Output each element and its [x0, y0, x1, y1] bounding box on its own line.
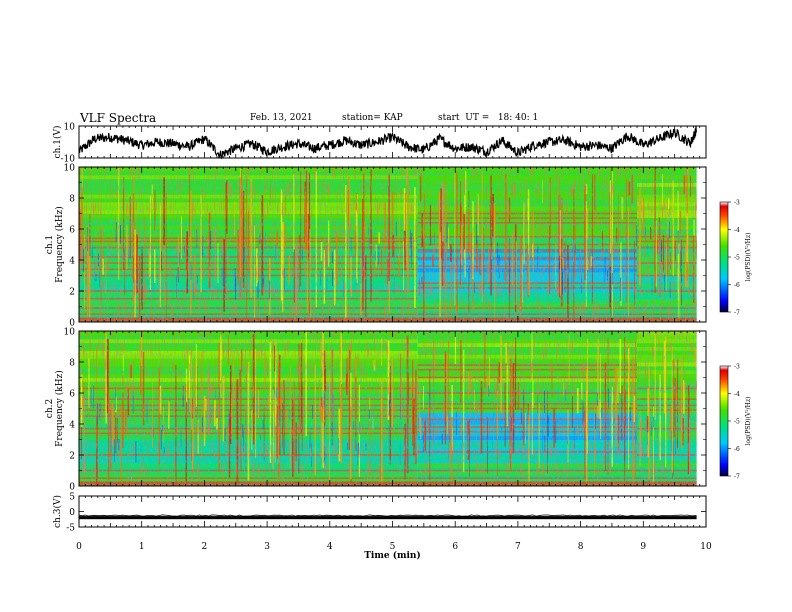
x-tick-label: 2: [202, 542, 208, 552]
y-tick-label: 4: [69, 257, 75, 267]
x-tick-label: 8: [578, 542, 584, 552]
start-time-label: start UT = 18: 40: 1: [438, 113, 539, 123]
y-tick-label: 10: [64, 123, 76, 133]
y-tick-label: 5: [69, 493, 75, 503]
ch1-waveform-line: [78, 126, 697, 160]
chart-title: VLF Spectra: [80, 111, 157, 125]
ch2-colorbar-tick-label: -7: [734, 474, 740, 481]
x-axis-label: Time (min): [364, 550, 421, 561]
ch1-spectrogram-texture-blue: [79, 167, 697, 322]
x-tick-label: 6: [452, 542, 458, 552]
ch3-waveform-line: [78, 514, 697, 517]
ch2-colorbar-label: log(PSD)(V²/Hz): [745, 397, 752, 446]
ch2-colorbar-bar: [719, 365, 729, 477]
y-axis-label: ch.2: [45, 399, 55, 418]
ch1-colorbar-tick-label: -5: [734, 255, 740, 262]
ch2-colorbar-tick-label: -4: [734, 391, 740, 398]
ch1-colorbar-tick-label: -6: [734, 282, 740, 289]
x-tick-label: 7: [515, 542, 521, 552]
x-tick-label: 5: [390, 542, 396, 552]
y-tick-label: 0: [69, 508, 75, 518]
y-tick-label: 4: [69, 421, 75, 431]
ch3-waveform-band: [79, 516, 697, 520]
y-tick-label: -5: [66, 524, 75, 534]
ch2-colorbar-tick-label: -3: [734, 364, 740, 371]
y-axis-label: Frequency (kHz): [54, 370, 65, 447]
x-tick-label: 9: [640, 542, 646, 552]
ch2-colorbar: -3 -4 -5 -6 -7 log(PSD)(V²/Hz): [719, 364, 752, 481]
station-label: station= KAP: [342, 113, 403, 123]
y-tick-label: -10: [61, 155, 76, 165]
y-tick-label: 10: [64, 164, 76, 174]
ch1-colorbar-tick-label: -4: [734, 227, 740, 234]
y-tick-label: 8: [69, 195, 75, 205]
y-axis-label: ch.1(V): [52, 126, 63, 159]
ch1-colorbar-tick-label: -3: [734, 200, 740, 207]
y-tick-label: 2: [69, 452, 75, 462]
y-axis-label: ch.3(V): [52, 495, 63, 528]
ch2-colorbar-tick-label: -5: [734, 419, 740, 426]
y-tick-label: 8: [69, 359, 75, 369]
ch2-colorbar-tick-label: -6: [734, 446, 740, 453]
ch1-colorbar-bar: [719, 201, 729, 313]
date-label: Feb. 13, 2021: [250, 113, 313, 123]
y-axis-label: ch.1: [45, 235, 55, 254]
y-tick-label: 6: [69, 226, 75, 236]
y-tick-label: 0: [69, 483, 75, 493]
x-tick-label: 3: [264, 542, 270, 552]
ch1-colorbar-tick-label: -7: [734, 310, 740, 317]
ch1-spectrogram-heatmap: [79, 167, 697, 323]
ch1-colorbar: -3 -4 -5 -6 -7 log(PSD)(V²/Hz): [719, 200, 752, 317]
ch2-spectrogram-texture-blue: [79, 331, 697, 486]
x-tick-label: 1: [139, 542, 145, 552]
x-tick-label: 10: [700, 542, 712, 552]
x-tick-label: 4: [327, 542, 333, 552]
y-tick-label: 10: [64, 328, 76, 338]
y-tick-label: 2: [69, 288, 75, 298]
ch2-spectrogram-heatmap: [79, 331, 697, 487]
y-axis-label: Frequency (kHz): [54, 206, 65, 283]
ch1-colorbar-label: log(PSD)(V²/Hz): [745, 233, 752, 282]
y-tick-label: 0: [69, 319, 75, 329]
x-tick-label: 0: [76, 542, 82, 552]
y-tick-label: 6: [69, 390, 75, 400]
